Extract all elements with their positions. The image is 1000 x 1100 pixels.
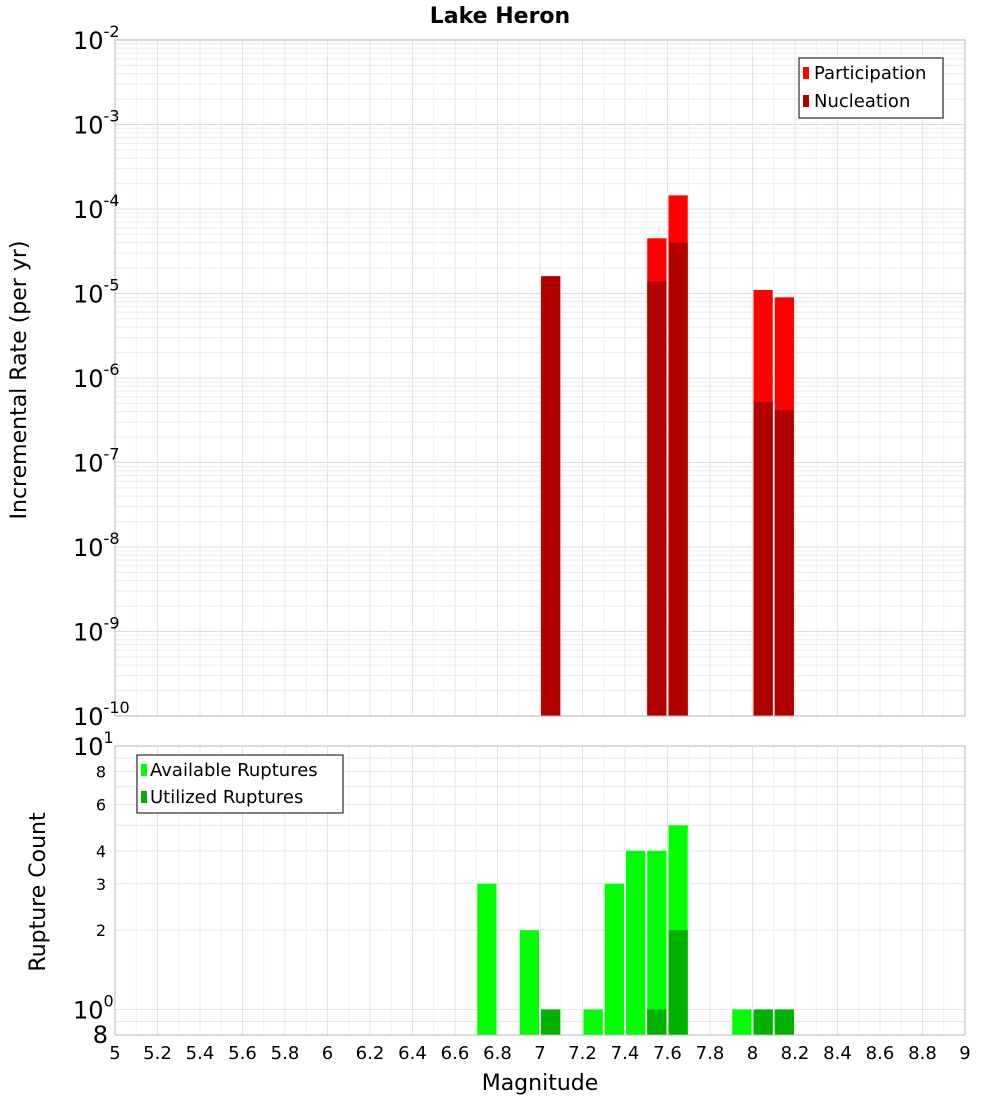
x-tick-label: 8 [747,1043,758,1064]
rate-y-tick-base: 10 [73,703,104,731]
available-ruptures-bar [732,1009,752,1035]
rate-y-tick-label: 10-4 [73,191,120,224]
x-tick-label: 7.4 [611,1043,640,1064]
count-y-minor-tick-label: 3 [96,875,106,894]
count-legend-box [136,754,344,814]
rate-y-tick-base: 10 [73,365,104,393]
rate-y-tick-label: 10-9 [73,614,120,647]
available-ruptures-bar [583,1009,603,1035]
x-tick-label: 7 [534,1043,545,1064]
count-y-axis-label: Rupture Count [26,812,51,972]
rate-y-tick-exponent: -4 [104,191,120,210]
rate-y-tick-base: 10 [73,450,104,478]
x-tick-label: 6.2 [356,1043,385,1064]
rate-y-axis-label: Incremental Rate (per yr) [7,241,32,520]
nucleation-bar [541,276,561,716]
x-tick-label: 7.2 [568,1043,597,1064]
utilized-ruptures-bar [668,930,688,1035]
rate-y-tick-label: 10-2 [73,22,120,55]
rate-y-tick-exponent: -6 [104,360,120,379]
rate-y-tick-base: 10 [73,281,104,309]
utilized-ruptures-bar [753,1009,773,1035]
rate-y-tick-base: 10 [73,534,104,562]
utilized-ruptures-bar [647,1009,667,1035]
x-tick-label: 5.8 [271,1043,300,1064]
available-ruptures-bar [626,850,646,1035]
rate-y-tick-label: 10-7 [73,445,120,478]
rate-y-tick-exponent: -7 [104,445,120,464]
x-tick-label: 8.8 [908,1043,937,1064]
utilized-ruptures-bar [541,1009,561,1035]
available-ruptures-bar [519,930,539,1035]
x-axis-label: Magnitude [482,1071,599,1096]
utilized-ruptures-bar [774,1009,794,1035]
rate-legend-label: Nucleation [814,91,910,112]
count-plot-frame [114,745,966,1036]
x-tick-label: 5.2 [143,1043,172,1064]
rate-legend: Participation Nucleation [798,57,944,119]
count-y-tick-exponent: 1 [104,728,114,747]
rate-legend-swatch [803,67,809,79]
nucleation-bar [774,409,794,716]
rate-y-tick-exponent: -10 [104,698,130,717]
count-legend: Available Ruptures Utilized Ruptures [136,754,344,814]
count-y-minor-tick-label: 4 [96,842,106,861]
count-legend-label: Utilized Ruptures [150,787,303,808]
nucleation-bar [668,242,688,717]
x-tick-label: 6 [322,1043,333,1064]
count-y-minor-tick-label: 8 [96,763,106,782]
rate-y-tick-label: 10-5 [73,276,120,309]
chart-title: Lake Heron [430,4,570,29]
x-tick-label: 5.4 [186,1043,215,1064]
rate-y-tick-base: 10 [73,619,104,647]
x-tick-label: 6.4 [398,1043,427,1064]
rate-y-tick-exponent: -2 [104,22,120,41]
rate-y-tick-label: 10-6 [73,360,120,393]
x-tick-label: 6.6 [441,1043,470,1064]
x-tick-label: 7.8 [696,1043,725,1064]
count-y-minor-tick-label: 8 [93,1021,108,1049]
nucleation-bar [647,281,667,716]
count-y-minor-tick-label: 6 [96,795,106,814]
x-tick-label: 8.2 [781,1043,810,1064]
rate-plot: 10-1010-910-810-710-610-510-410-310-2Par… [73,22,966,731]
count-legend-label: Available Ruptures [150,760,318,781]
count-legend-swatch [141,791,147,803]
rate-plot-frame [114,39,966,717]
count-y-tick-label: 100 [73,991,114,1024]
count-y-tick-base: 10 [73,996,104,1024]
available-ruptures-bar [604,883,624,1035]
rate-y-tick-exponent: -9 [104,614,120,633]
rate-y-tick-label: 10-3 [73,107,120,140]
count-legend-swatch [141,764,147,776]
rate-y-tick-base: 10 [73,112,104,140]
x-tick-label: 5 [109,1043,120,1064]
rate-y-tick-exponent: -8 [104,529,120,548]
rate-y-tick-base: 10 [73,27,104,55]
count-y-tick-label: 101 [73,728,114,761]
rate-legend-box [798,57,944,119]
x-tick-label: 8.4 [823,1043,852,1064]
count-y-tick-exponent: 0 [104,991,114,1010]
x-tick-label: 8.6 [866,1043,895,1064]
x-tick-label: 5.6 [228,1043,257,1064]
x-tick-label: 6.8 [483,1043,512,1064]
rate-legend-label: Participation [814,63,926,84]
x-tick-label: 9 [959,1043,970,1064]
rate-legend-swatch [803,95,809,107]
rate-y-tick-exponent: -5 [104,276,120,295]
x-tick-label: 7.6 [653,1043,682,1064]
rate-y-tick-exponent: -3 [104,107,120,126]
rate-y-tick-base: 10 [73,196,104,224]
count-y-minor-tick-label: 2 [96,921,106,940]
rate-y-tick-label: 10-10 [73,698,130,731]
available-ruptures-bar [647,850,667,1035]
count-y-tick-base: 10 [73,733,104,761]
available-ruptures-bar [477,883,497,1035]
nucleation-bar [753,401,773,716]
rate-y-tick-label: 10-8 [73,529,120,562]
